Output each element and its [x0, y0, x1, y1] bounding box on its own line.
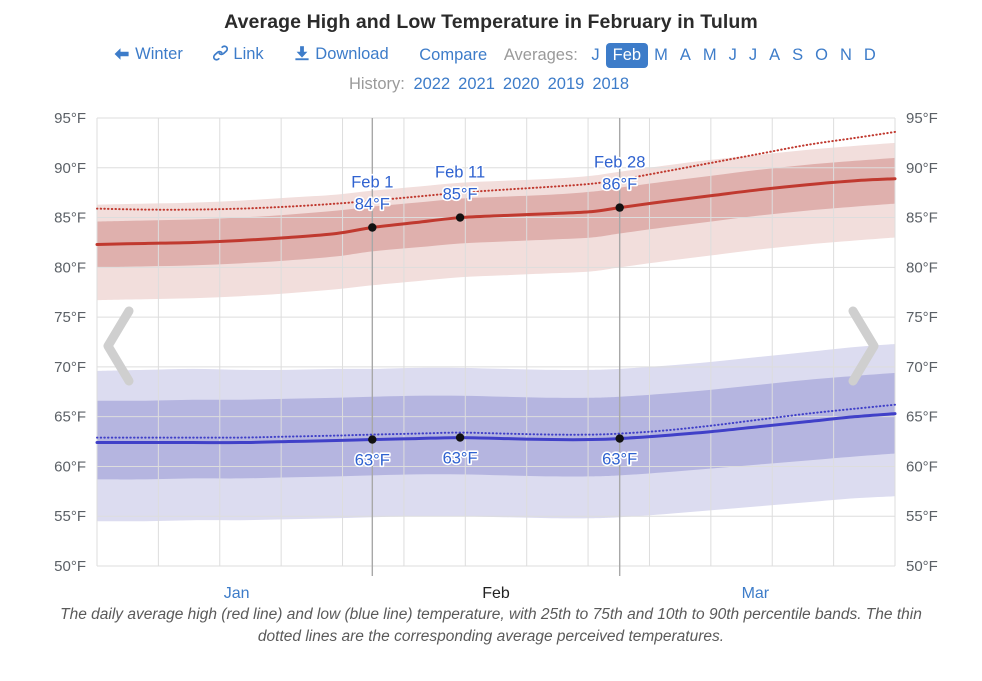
history-label: History: [348, 75, 405, 93]
month-button-4[interactable]: M [702, 46, 717, 64]
compare-button[interactable]: Compare [419, 46, 487, 65]
x-axis-label-mar[interactable]: Mar [742, 585, 770, 600]
chevron-left-icon[interactable] [103, 306, 134, 386]
y-axis-label-left-55: 55°F [54, 508, 86, 525]
marker-low-1[interactable] [455, 433, 465, 442]
x-axis-label-jan[interactable]: Jan [224, 585, 250, 600]
y-axis-label-right-75: 75°F [906, 309, 938, 326]
x-axis-label-feb[interactable]: Feb [482, 585, 510, 600]
back-to-winter-button[interactable]: Winter [113, 45, 183, 66]
annotation-high-value-2: 86°F [602, 176, 637, 194]
y-axis-label-left-65: 65°F [54, 409, 86, 426]
y-axis-label-left-70: 70°F [54, 359, 86, 376]
y-axis-label-left-90: 90°F [54, 160, 86, 177]
month-button-3[interactable]: A [679, 46, 691, 64]
y-axis-label-right-80: 80°F [906, 259, 938, 276]
download-button[interactable]: Download [294, 45, 389, 66]
y-axis-label-right-50: 50°F [906, 558, 938, 575]
band-high-25th-75th-percentile [97, 157, 895, 268]
month-button-11[interactable]: D [863, 46, 876, 64]
download-label: Download [315, 45, 389, 63]
compare-label: Compare [419, 46, 488, 64]
y-axis-label-left-75: 75°F [54, 309, 86, 326]
month-button-2[interactable]: M [654, 46, 668, 64]
y-axis-label-left-50: 50°F [54, 558, 86, 575]
y-axis-label-right-70: 70°F [906, 359, 938, 376]
marker-low-0[interactable] [368, 435, 377, 444]
month-selector: J Feb M A M J J A S O N D [585, 43, 881, 68]
history-year-2020[interactable]: 2020 [502, 75, 540, 93]
chart-caption: The daily average high (red line) and lo… [0, 600, 982, 649]
annotation-high-value-1: 85°F [443, 186, 478, 204]
caption-line-1: The daily average high (red line) and lo… [60, 606, 740, 623]
link-button[interactable]: Link [213, 45, 264, 66]
history-year-2022[interactable]: 2022 [413, 75, 451, 93]
y-axis-label-right-90: 90°F [906, 160, 938, 177]
chevron-right-icon[interactable] [848, 306, 879, 386]
temperature-chart: Feb 1 84°F 63°F Feb 11 85°F 63°F Feb 28 86°F 63°… [54, 110, 938, 600]
annotation-date-1: Feb 11 [435, 164, 485, 182]
series-average-low [95, 412, 897, 445]
y-axis-label-right-95: 95°F [906, 110, 938, 127]
back-to-winter-label: Winter [135, 45, 183, 63]
y-axis-label-left-80: 80°F [54, 259, 86, 276]
month-button-5[interactable]: J [728, 46, 737, 64]
annotation-low-value-2: 63°F [602, 451, 637, 469]
marker-high-0[interactable] [368, 223, 377, 232]
y-axis-label-right-55: 55°F [906, 508, 938, 525]
y-axis-label-right-85: 85°F [906, 210, 938, 227]
series-average-perceived-high [96, 130, 896, 211]
history-year-2019[interactable]: 2019 [547, 75, 585, 93]
annotation-low-value-1: 63°F [443, 450, 478, 468]
annotation-low-value-0: 63°F [355, 452, 390, 470]
download-icon [294, 45, 310, 66]
link-icon [213, 45, 229, 66]
month-button-9[interactable]: O [815, 46, 828, 64]
history-row: History: 2022 2021 2020 2019 2018 [0, 75, 982, 94]
chart-toolbar: Winter Link Download Compare Averages: [0, 43, 982, 68]
arrow-left-icon [113, 47, 130, 66]
y-axis-label-left-60: 60°F [54, 458, 86, 475]
series-average-perceived-low [96, 403, 896, 439]
history-year-2021[interactable]: 2021 [458, 75, 495, 93]
page-title: Average High and Low Temperature in Febr… [224, 11, 758, 33]
annotation-high-value-0: 84°F [355, 196, 390, 214]
marker-low-2[interactable] [615, 434, 624, 443]
link-label: Link [233, 45, 264, 63]
annotation-date-0: Feb 1 [351, 174, 393, 192]
month-button-8[interactable]: S [792, 46, 804, 64]
y-axis-label-right-60: 60°F [906, 458, 938, 475]
month-active-button-1[interactable]: Feb [605, 43, 649, 68]
marker-high-2[interactable] [615, 203, 624, 212]
band-low-25th-75th-percentile [97, 372, 895, 480]
averages-label: Averages: [503, 45, 578, 64]
month-button-6[interactable]: J [748, 46, 758, 64]
y-axis-label-left-95: 95°F [54, 110, 86, 127]
series-average-high [95, 177, 897, 246]
history-year-2018[interactable]: 2018 [592, 75, 630, 93]
month-button-0[interactable]: J [591, 46, 600, 64]
caption-line-2: percentile bands. The thin dotted lines … [257, 606, 922, 646]
month-button-7[interactable]: A [769, 46, 781, 64]
y-axis-label-left-85: 85°F [54, 210, 86, 227]
marker-high-1[interactable] [455, 213, 465, 222]
chart-area: Feb 1 84°F 63°F Feb 11 85°F 63°F Feb 28 86°F 63°… [0, 100, 982, 600]
y-axis-label-right-65: 65°F [906, 409, 938, 426]
history-years: 2022 2021 2020 2019 2018 [409, 75, 633, 93]
annotation-date-2: Feb 28 [594, 154, 645, 172]
month-button-10[interactable]: N [840, 46, 852, 64]
